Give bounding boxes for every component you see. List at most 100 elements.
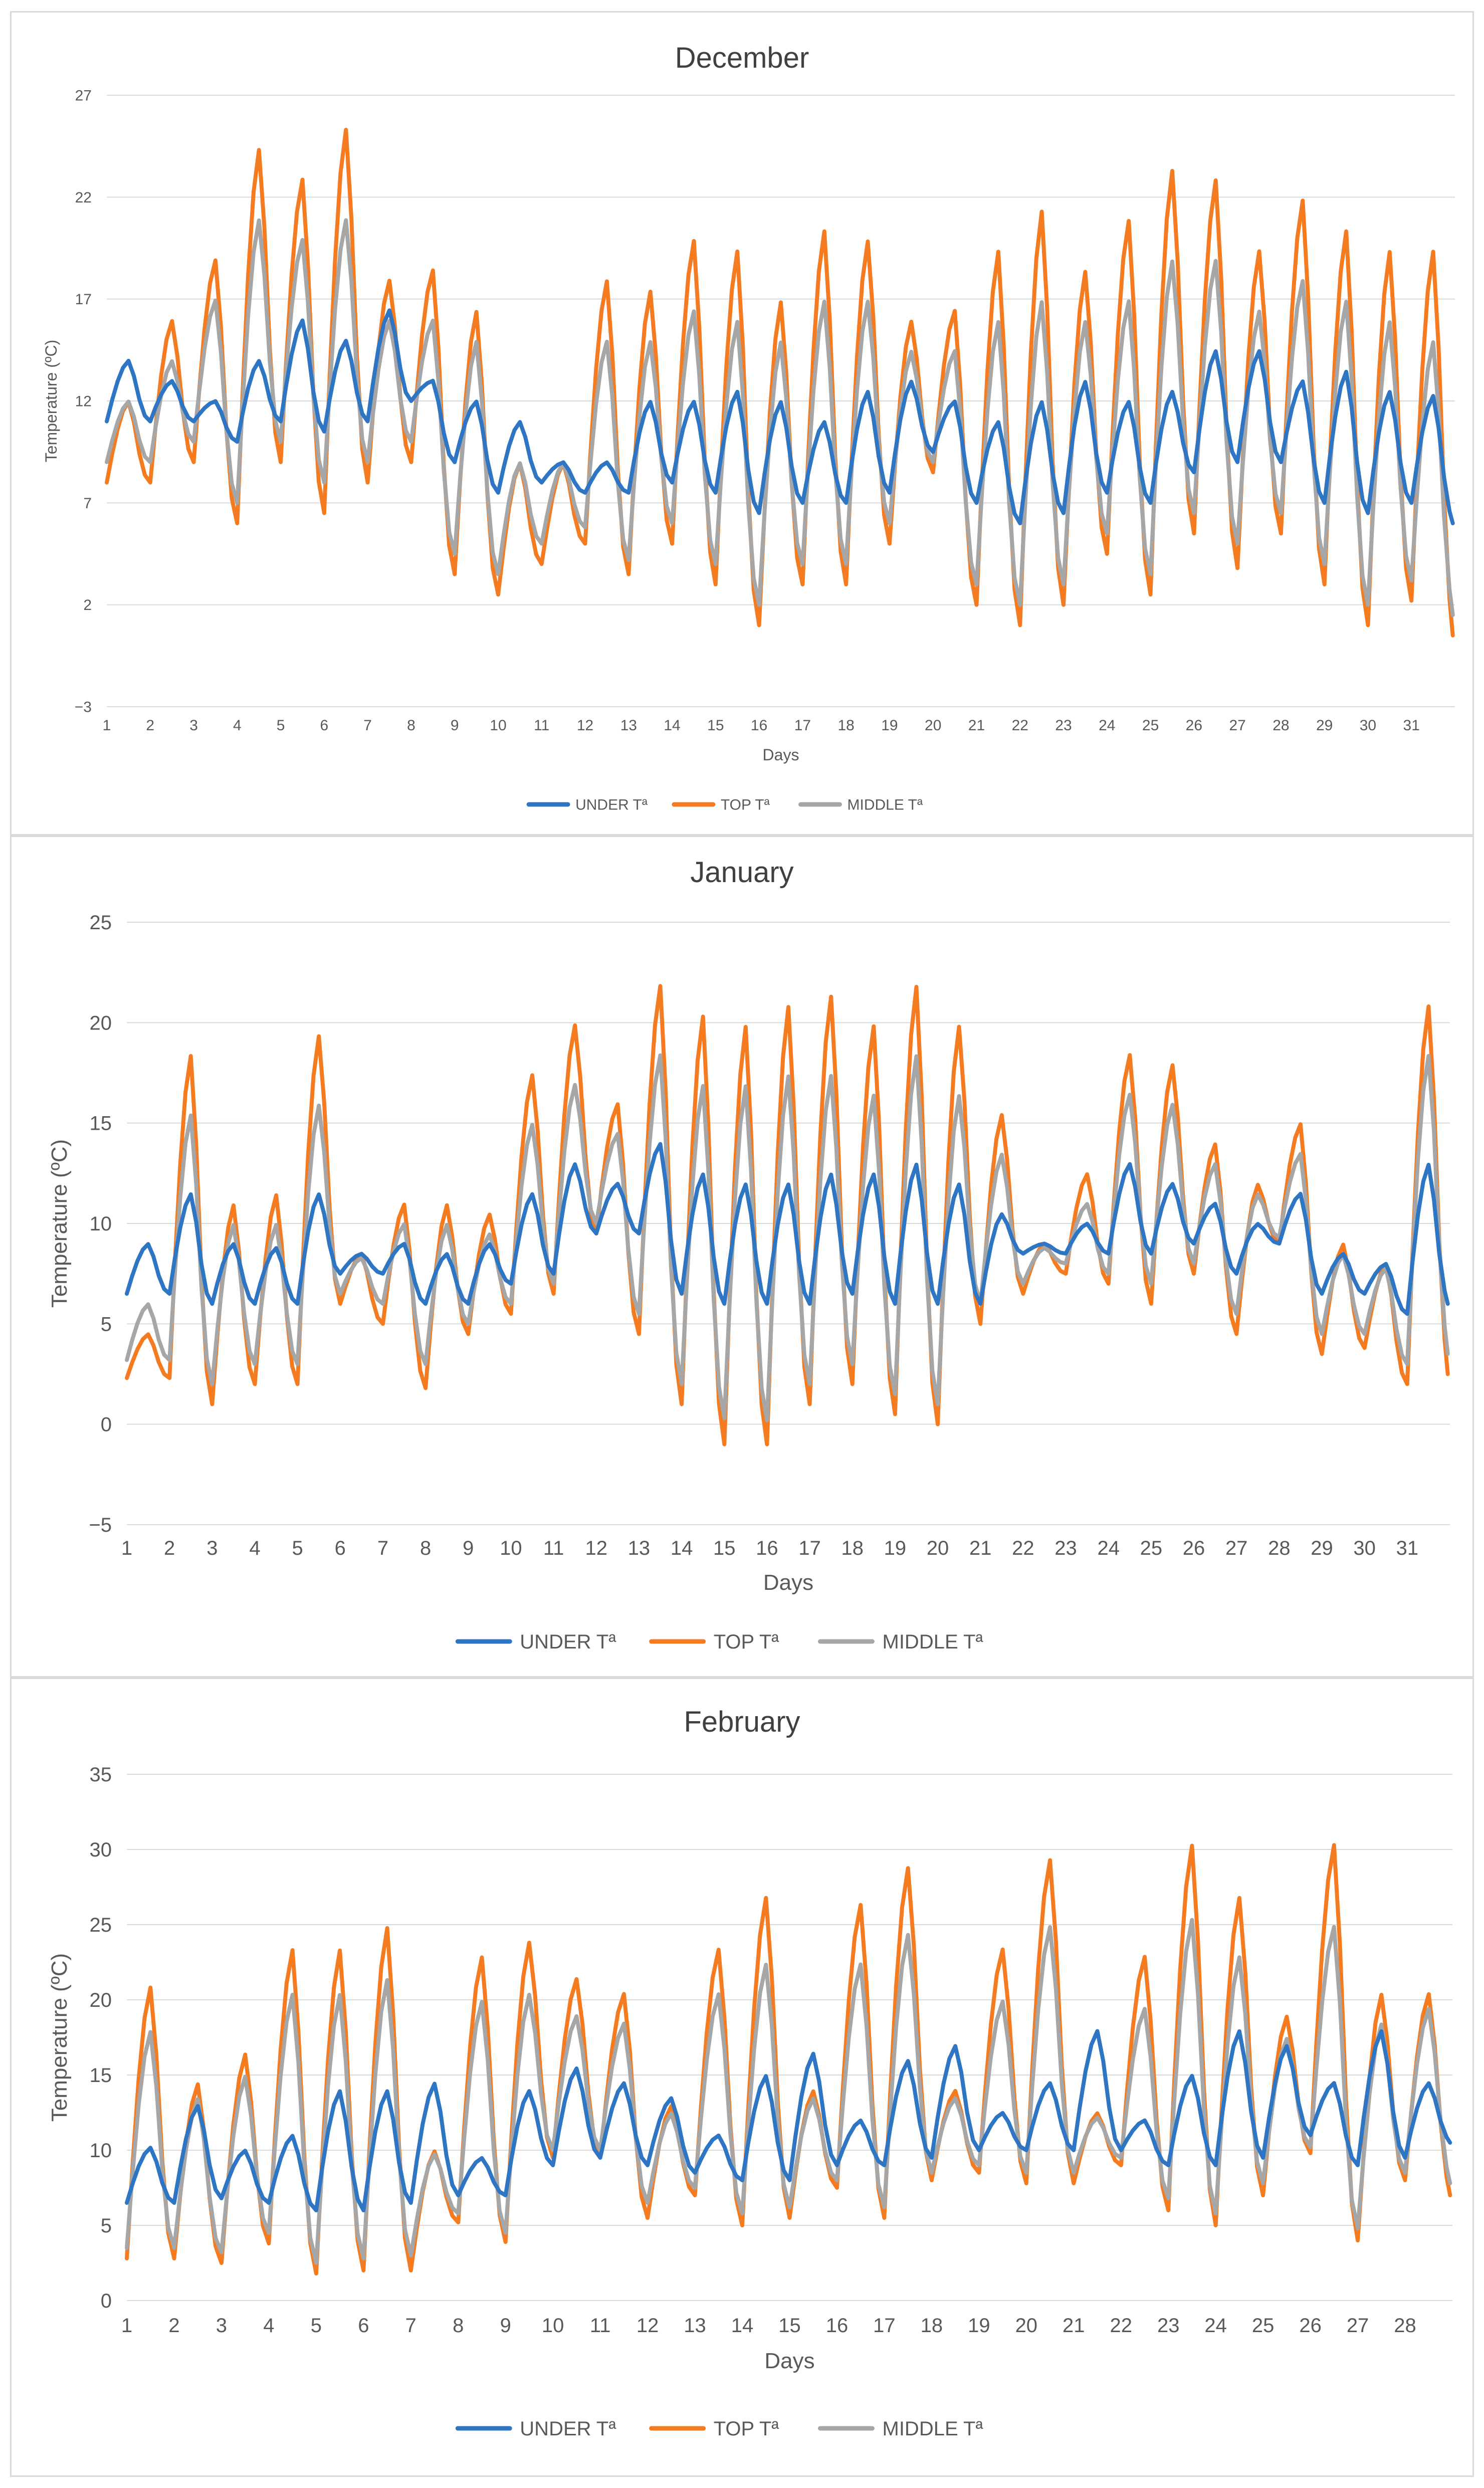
january-y-tick-label: 25 [90,912,112,934]
february-x-tick-label: 7 [405,2315,416,2337]
february-x-tick-label: 9 [500,2315,511,2337]
december-y-axis-label: Temperature (ºC) [42,340,60,463]
february-chart-panel: February 0 5 10 15 20 25 30 35 1 2 3 4 5 6 7 8 9 10 11 12 13 1… [10,1678,1474,2477]
december-y-tick-label: 12 [75,393,92,410]
february-series-line-top [125,1843,1452,2275]
february-legend-label-under: UNDER Tª [520,2418,616,2440]
january-y-tick-label: 15 [90,1113,112,1135]
february-y-axis-label: Temperature (ºC) [47,1953,72,2122]
january-x-tick-label: 31 [1396,1537,1419,1559]
january-legend-label-top: TOP Tª [714,1631,779,1653]
december-x-tick-label: 29 [1316,717,1333,734]
december-x-tick-label: 27 [1229,717,1245,734]
february-x-tick-label: 18 [921,2315,943,2337]
february-x-tick-label: 6 [358,2315,369,2337]
january-x-tick-label: 24 [1097,1537,1120,1559]
december-x-tick-label: 8 [407,717,415,734]
february-y-tick-label: 30 [90,1839,112,1861]
january-x-tick-label: 29 [1311,1537,1333,1559]
december-y-tick-label: 7 [83,495,92,512]
february-x-tick-label: 22 [1110,2315,1133,2337]
february-chart-title: February [684,1706,800,1738]
january-x-tick-label: 9 [463,1537,474,1559]
january-x-tick-label: 13 [628,1537,651,1559]
december-y-tick-label: 17 [75,291,92,308]
january-x-tick-label: 20 [927,1537,949,1559]
february-x-tick-label: 1 [121,2315,132,2337]
january-y-tick-label: 10 [90,1213,112,1235]
january-series-line-middle [125,1053,1450,1422]
december-x-tick-label: 26 [1186,717,1202,734]
february-x-tick-label: 3 [216,2315,227,2337]
january-y-tick-label: −5 [89,1514,112,1536]
february-series-line-middle [125,1918,1452,2265]
december-x-tick-label: 11 [534,717,549,734]
february-y-tick-label: 10 [90,2140,112,2162]
december-x-tick-label: 6 [320,717,329,734]
january-x-tick-label: 18 [841,1537,864,1559]
december-y-tick-label: −3 [75,699,92,716]
december-x-tick-label: 22 [1012,717,1028,734]
february-y-tick-label: 15 [90,2064,112,2087]
december-x-tick-label: 30 [1360,717,1376,734]
december-x-tick-label: 9 [451,717,459,734]
february-x-tick-label: 25 [1252,2315,1275,2337]
february-x-tick-label: 20 [1015,2315,1038,2337]
december-x-tick-label: 18 [837,717,854,734]
february-x-tick-label: 2 [168,2315,179,2337]
december-x-tick-label: 20 [925,717,941,734]
december-x-axis-label: Days [763,746,799,764]
january-x-tick-label: 22 [1012,1537,1034,1559]
january-x-tick-label: 12 [585,1537,608,1559]
december-series-line-middle [105,218,1455,617]
february-x-tick-label: 28 [1394,2315,1416,2337]
december-x-tick-label: 13 [620,717,637,734]
february-x-tick-label: 16 [826,2315,849,2337]
january-x-tick-label: 10 [500,1537,522,1559]
december-x-tick-label: 3 [189,717,198,734]
december-y-tick-label: 27 [75,88,92,104]
december-chart-panel: December −3 2 7 12 17 22 27 1 2 3 4 5 6 7 8 9 10 11 12 13 14 1… [10,11,1474,836]
january-x-tick-label: 23 [1054,1537,1077,1559]
december-series-line-under [105,308,1455,525]
december-x-tick-label: 31 [1403,717,1420,734]
december-x-tick-label: 7 [363,717,372,734]
february-x-tick-label: 21 [1063,2315,1085,2337]
february-x-tick-label: 15 [778,2315,801,2337]
december-y-tick-label: 22 [75,189,92,206]
february-x-tick-label: 5 [311,2315,322,2337]
february-x-axis-label: Days [764,2349,814,2373]
december-x-tick-label: 23 [1055,717,1072,734]
december-legend-label-under: UNDER Tª [575,797,648,813]
december-x-tick-label: 5 [277,717,285,734]
january-x-tick-label: 25 [1140,1537,1163,1559]
february-x-tick-label: 11 [590,2315,611,2337]
february-series-line-under [125,2029,1452,2212]
february-y-tick-label: 35 [90,1764,112,1786]
january-x-tick-label: 26 [1183,1537,1205,1559]
december-x-tick-label: 1 [103,717,111,734]
february-x-tick-label: 8 [453,2315,464,2337]
february-legend-label-top: TOP Tª [714,2418,779,2440]
december-x-tick-label: 14 [664,717,680,734]
january-x-tick-label: 30 [1353,1537,1376,1559]
january-x-tick-label: 5 [292,1537,303,1559]
january-x-tick-label: 1 [121,1537,132,1559]
january-x-tick-label: 19 [884,1537,907,1559]
february-x-tick-label: 13 [684,2315,706,2337]
january-y-tick-label: 5 [101,1313,112,1335]
january-legend-label-middle: MIDDLE Tª [883,1631,983,1653]
january-x-tick-label: 16 [756,1537,778,1559]
february-x-tick-label: 14 [731,2315,754,2337]
december-x-tick-label: 16 [751,717,767,734]
january-y-axis-label: Temperature (ºC) [47,1139,72,1308]
january-x-tick-label: 21 [969,1537,992,1559]
december-x-tick-label: 2 [146,717,154,734]
february-y-tick-label: 0 [101,2290,112,2312]
december-x-tick-label: 25 [1142,717,1159,734]
january-chart-panel: January −5 0 5 10 15 20 25 1 2 3 4 5 6 7 8 9 10 11 12 13 14 15… [10,836,1474,1678]
january-x-tick-label: 3 [206,1537,218,1559]
